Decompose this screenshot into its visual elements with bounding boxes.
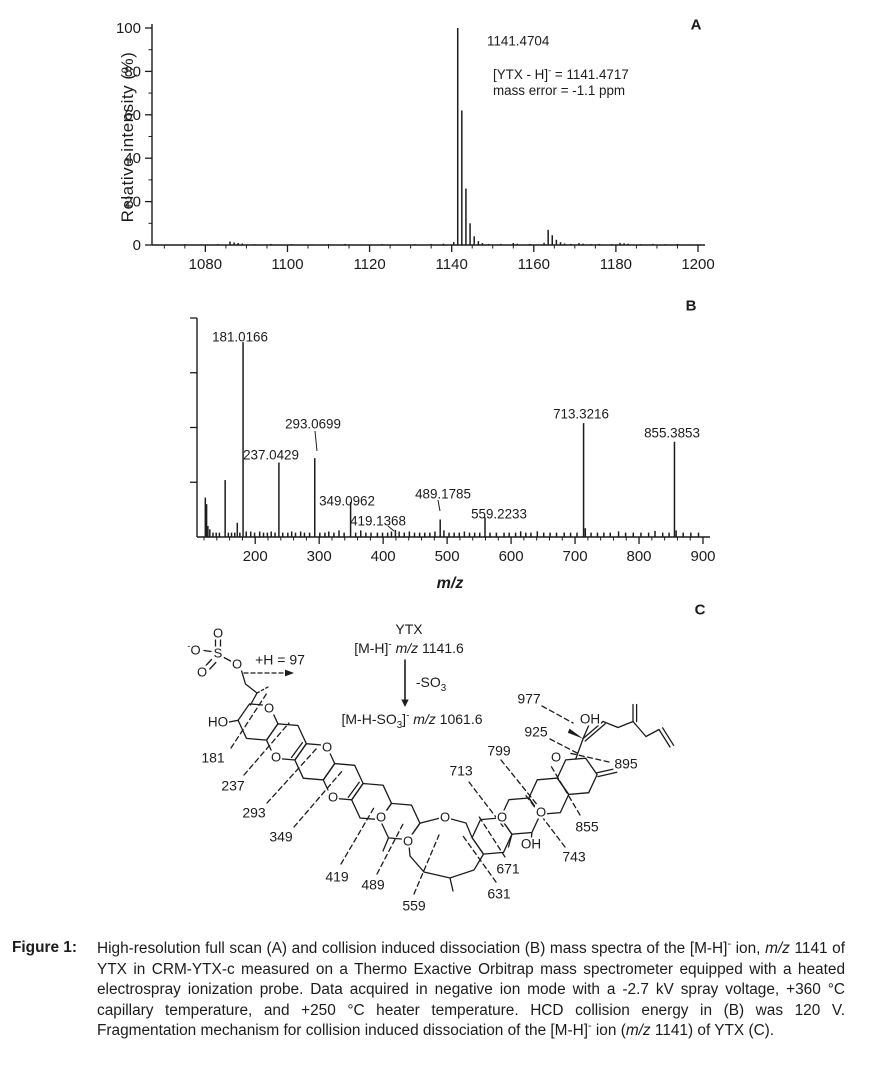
- ring-oxygen-label: O: [269, 749, 283, 765]
- ring-oxygen-label: O: [374, 809, 388, 825]
- hydroxyl-label: HO: [206, 714, 230, 730]
- parent-ion-label: [M-H]- m/z 1141.6: [354, 639, 464, 656]
- fragment-mass-label: 349: [268, 828, 294, 845]
- ytx-title: YTX: [395, 621, 423, 637]
- plus-h-arrow: [243, 669, 294, 677]
- annotation-pointer: [437, 499, 441, 512]
- fragment-mass-label: 489: [360, 876, 386, 893]
- hydroxyl-label: OH: [578, 711, 602, 727]
- y-tick-label: 40: [124, 150, 141, 167]
- fragment-mass-label: 925: [523, 723, 549, 740]
- fragment-mass-label: 713: [448, 762, 474, 779]
- peak-annotation: 293.0699: [285, 417, 341, 432]
- ring-oxygen-label: O: [549, 749, 563, 765]
- x-tick-label: 400: [371, 548, 396, 565]
- annotation-pointer: [387, 525, 395, 532]
- side-chain: [567, 703, 675, 778]
- x-tick-label: 1080: [189, 256, 222, 273]
- x-tick-label: 500: [435, 548, 460, 565]
- ring-oxygen-label: O: [262, 700, 276, 716]
- y-tick-label: 60: [124, 107, 141, 124]
- oxygen-atom-label: O: [195, 664, 209, 680]
- y-tick-label: 100: [116, 20, 141, 37]
- peak-annotation: 419.1368: [350, 514, 406, 529]
- ring-oxygen-label: O: [326, 789, 340, 805]
- x-tick-label: 800: [627, 548, 652, 565]
- x-tick-label: 1140: [436, 256, 468, 273]
- sulfate-o-minus-label: -O: [186, 641, 202, 658]
- ring-oxygen-label: O: [495, 809, 509, 825]
- fragment-mass-label: 895: [613, 755, 639, 772]
- peak-annotation: 237.0429: [243, 448, 299, 463]
- panel-letter-a: A: [690, 16, 702, 34]
- panel-letter-c: C: [694, 601, 706, 619]
- figure-caption-text: High-resolution full scan (A) and collis…: [97, 937, 846, 1040]
- reaction-arrow: [401, 659, 409, 707]
- peak-annotation: 1141.4704: [487, 34, 550, 49]
- x-tick-label: 600: [499, 548, 524, 565]
- plus-h-label: +H = 97: [254, 651, 306, 668]
- fragment-mass-label: 237: [220, 777, 246, 794]
- x-tick-label: 1160: [518, 256, 550, 273]
- fragment-mass-label: 671: [495, 860, 521, 877]
- oxygen-atom-label: O: [211, 625, 225, 641]
- product-ion-label: [M-H-SO3]- m/z 1061.6: [341, 710, 483, 731]
- ring-oxygen-label: O: [320, 739, 334, 755]
- annotation-pointer: [314, 430, 318, 452]
- x-tick-label: 900: [690, 548, 715, 565]
- fragment-mass-label: 631: [486, 885, 512, 902]
- y-axis-label-a: Relative intensity (%): [118, 51, 137, 223]
- ytx-structure-drawing: [203, 638, 675, 895]
- x-tick-label: 1100: [271, 256, 303, 273]
- peak-annotation: 855.3853: [644, 426, 700, 441]
- fragment-mass-label: 181: [200, 749, 226, 766]
- fragment-mass-label: 419: [324, 868, 350, 885]
- mass-accuracy-note: [YTX - H]- = 1141.4717 mass error = -1.1…: [493, 65, 629, 98]
- sulfur-atom-label: S: [212, 645, 224, 661]
- peak-annotation: 181.0166: [212, 330, 268, 345]
- note-line-1: [YTX - H]- = 1141.4717: [493, 65, 629, 82]
- fragment-mass-label: 855: [574, 818, 600, 835]
- fragment-mass-label: 293: [241, 804, 267, 821]
- fragment-mass-label: 799: [486, 742, 512, 759]
- x-tick-label: 700: [563, 548, 588, 565]
- fragment-mass-label: 743: [561, 848, 587, 865]
- peak-annotation: 489.1785: [415, 487, 471, 502]
- peak-annotation: 559.2233: [471, 507, 527, 522]
- x-axis-label-b: m/z: [436, 575, 464, 592]
- x-tick-label: 1200: [681, 256, 714, 273]
- ring-oxygen-label: O: [401, 833, 415, 849]
- cid-spectrum-plot: 200 300 400 500 600 700 800 900 181.0166 237.0429…: [190, 317, 716, 565]
- so3-loss-label: -SO3: [415, 674, 447, 694]
- fragment-mass-label: 977: [516, 690, 542, 707]
- y-tick-label: 0: [133, 237, 141, 254]
- y-tick-label: 20: [124, 194, 141, 211]
- oxygen-atom-label: O: [230, 656, 244, 672]
- fragment-mass-label: 559: [401, 897, 427, 914]
- panel-letter-b: B: [685, 297, 697, 315]
- ring-oxygen-label: O: [438, 809, 452, 825]
- ring-oxygen-label: O: [534, 804, 548, 820]
- fragmentation-lines: [230, 692, 610, 895]
- figure-caption-label: Figure 1:: [12, 939, 77, 956]
- peak-annotation: 713.3216: [553, 407, 609, 422]
- peak-annotation: 349.0962: [319, 494, 375, 509]
- hydroxyl-label: OH: [519, 836, 543, 852]
- x-tick-label: 1120: [353, 256, 385, 273]
- sulfate-group: [203, 638, 269, 706]
- note-line-2: mass error = -1.1 ppm: [493, 82, 626, 98]
- x-tick-label: 1180: [600, 256, 632, 273]
- x-tick-label: 300: [307, 548, 332, 565]
- full-scan-spectrum-plot: 1080 1100 1120 1140 1160 1180 1200 0 20 40 60 80 100…: [116, 20, 715, 273]
- x-tick-label: 200: [243, 548, 268, 565]
- y-tick-label: 80: [124, 63, 141, 80]
